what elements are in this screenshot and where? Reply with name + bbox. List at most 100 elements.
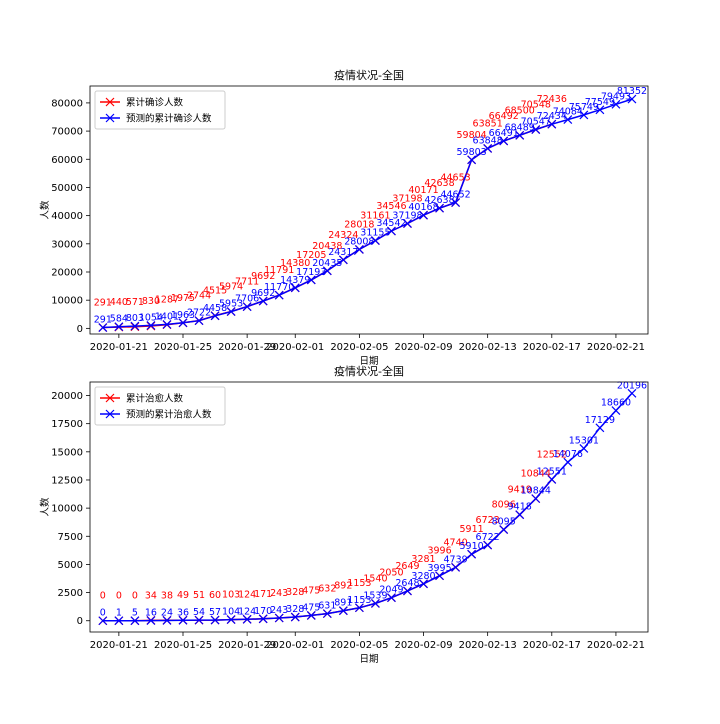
data-point-marker xyxy=(210,311,220,321)
data-label: 12551 xyxy=(537,466,567,477)
legend-marker xyxy=(105,409,115,419)
data-point-marker xyxy=(210,615,220,625)
data-point-marker xyxy=(162,616,172,625)
data-label: 37198 xyxy=(392,211,422,222)
data-point-marker xyxy=(178,615,188,625)
data-label: 1540 xyxy=(363,573,387,584)
data-label: 124 xyxy=(238,606,256,617)
y-tick-label: 10000 xyxy=(51,296,83,307)
data-label: 632 xyxy=(318,584,336,595)
chart-2: 0 0 0 34 38 49 51 60 103124171243328475632892115… xyxy=(39,364,649,665)
data-label: 20196 xyxy=(617,380,647,391)
data-label: 24324 xyxy=(328,230,358,241)
data-label: 440 xyxy=(110,297,128,308)
legend-entry-label: 预测的累计确诊人数 xyxy=(126,113,212,125)
data-point-marker xyxy=(354,603,364,613)
data-label: 3995 xyxy=(427,563,451,574)
data-label: 475 xyxy=(302,585,320,596)
x-tick-label: 2020-01-29 xyxy=(218,342,276,353)
data-label: 1963 xyxy=(171,310,195,321)
data-label: 170 xyxy=(254,606,272,617)
data-label: 66491 xyxy=(489,128,519,139)
data-point-marker xyxy=(435,203,444,213)
data-point-marker xyxy=(547,119,557,129)
data-point-marker xyxy=(274,613,284,623)
data-point-marker xyxy=(483,540,493,550)
legend-entry-label: 预测的累计治愈人数 xyxy=(126,409,212,421)
data-label: 4458 xyxy=(203,303,227,314)
data-point-marker xyxy=(130,616,140,626)
series-2 xyxy=(98,388,637,626)
data-label: 14076 xyxy=(553,449,583,460)
axes-frame xyxy=(89,85,649,335)
data-label: 5974 xyxy=(219,282,243,293)
data-label: 63851 xyxy=(473,118,503,129)
data-point-marker xyxy=(258,296,268,306)
data-label: 9692 xyxy=(251,288,275,299)
data-label: 17129 xyxy=(585,415,615,426)
data-label: 103 xyxy=(222,590,240,601)
data-label: 10844 xyxy=(521,469,551,480)
data-label: 1539 xyxy=(363,590,387,601)
data-label: 34546 xyxy=(376,201,406,212)
data-label: 28018 xyxy=(344,219,374,230)
data-point-marker xyxy=(306,610,316,620)
data-point-marker xyxy=(114,616,124,626)
data-label: 4515 xyxy=(203,286,227,297)
data-label: 31161 xyxy=(360,211,390,222)
data-point-marker xyxy=(146,616,156,625)
data-label: 28008 xyxy=(344,236,374,247)
x-tick-label: 2020-02-09 xyxy=(394,342,452,353)
data-point-marker xyxy=(226,307,236,317)
x-tick-label: 2020-02-13 xyxy=(459,342,517,353)
data-point-marker xyxy=(595,423,605,433)
data-point-marker xyxy=(130,321,140,331)
data-label: 40171 xyxy=(408,185,438,196)
data-point-marker xyxy=(290,283,300,293)
data-label: 1153 xyxy=(347,578,371,589)
data-label: 75749 xyxy=(569,102,599,113)
data-point-marker xyxy=(354,245,364,254)
y-tick-label: 15000 xyxy=(51,447,83,458)
data-point-marker xyxy=(242,614,252,624)
legend-marker xyxy=(105,393,115,403)
x-tick-label: 2020-02-01 xyxy=(266,640,324,651)
data-point-marker xyxy=(451,198,461,207)
y-tick-label: 17500 xyxy=(51,419,83,430)
x-tick-label: 2020-01-29 xyxy=(218,640,276,651)
data-label: 34542 xyxy=(376,218,406,229)
y-tick-label: 2500 xyxy=(58,588,83,599)
x-tick-label: 2020-02-09 xyxy=(394,640,452,651)
data-point-marker xyxy=(387,593,396,603)
data-point-marker xyxy=(563,457,573,467)
data-label: 124 xyxy=(238,589,256,600)
data-label: 6723 xyxy=(476,515,500,526)
data-label: 243 xyxy=(270,588,288,599)
legend-marker xyxy=(105,113,115,123)
x-tick-label: 2020-02-01 xyxy=(266,342,324,353)
x-tick-label: 2020-02-21 xyxy=(587,640,645,651)
data-label: 20438 xyxy=(312,241,342,252)
data-label: 11770 xyxy=(264,282,294,293)
data-label: 3996 xyxy=(427,546,451,557)
data-label: 8095 xyxy=(492,517,516,528)
data-label: 7711 xyxy=(235,277,259,288)
x-tick-label: 2020-02-17 xyxy=(523,640,581,651)
data-label: 7706 xyxy=(235,294,259,305)
data-label: 59804 xyxy=(457,130,487,141)
data-label: 171 xyxy=(254,589,272,600)
data-point-marker xyxy=(370,598,380,608)
chart-title: 疫情状况-全国 xyxy=(334,364,404,378)
data-label: 77549 xyxy=(585,97,615,108)
data-label: 42638 xyxy=(424,178,454,189)
data-label: 631 xyxy=(318,601,336,612)
data-point-marker xyxy=(258,614,268,624)
x-axis-label: 日期 xyxy=(359,654,378,665)
data-label: 243 xyxy=(270,605,288,616)
data-label: 4739 xyxy=(443,554,467,565)
data-point-marker xyxy=(306,275,316,285)
data-point-marker xyxy=(114,322,124,332)
data-label: 36 xyxy=(177,607,189,618)
